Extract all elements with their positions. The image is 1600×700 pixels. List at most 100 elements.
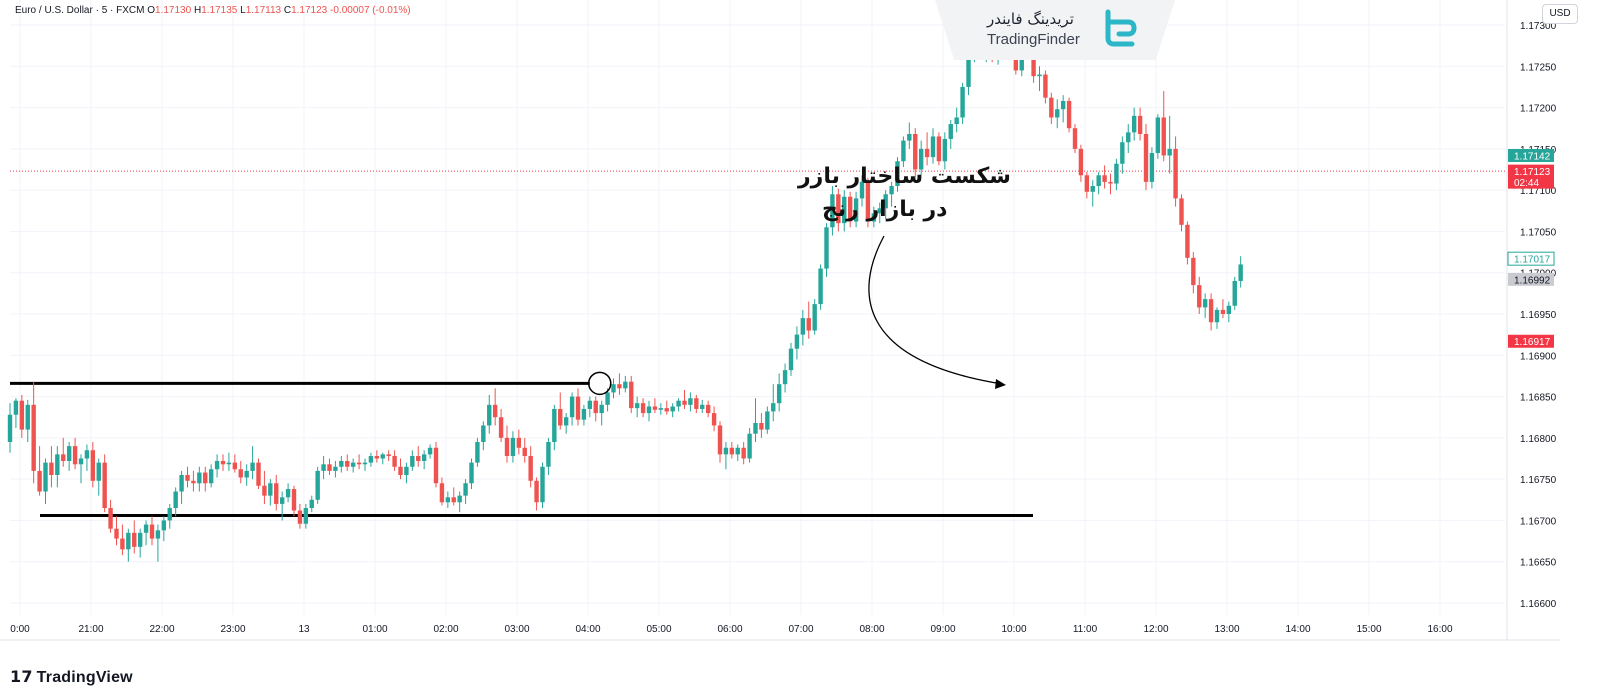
candle-7 (49, 446, 54, 488)
candle-body-133 (794, 334, 800, 349)
candle-152 (907, 122, 912, 149)
candle-body-20 (126, 532, 131, 550)
candle-36 (220, 454, 226, 471)
candle-197 (1173, 136, 1178, 207)
candle-206 (1226, 301, 1232, 323)
candle-184 (1096, 171, 1101, 195)
annotation-line2: در بازار رنج (822, 197, 948, 222)
candle-63 (380, 452, 385, 465)
candle-body-72 (433, 447, 439, 484)
candle-body-127 (759, 422, 764, 430)
candle-44 (268, 479, 273, 506)
logo-name-en: TradingFinder (987, 31, 1080, 48)
ohlc-key-2: L (237, 5, 246, 16)
price-axis: 1.173001.172501.172001.171501.171001.170… (1506, 0, 1557, 640)
candle-21 (132, 520, 137, 554)
gridlines (10, 0, 1505, 615)
candle-6 (43, 458, 48, 504)
candle-38 (232, 454, 238, 473)
candle-2 (19, 394, 25, 438)
time-tick-11: 07:00 (788, 624, 813, 635)
candle-body-38 (232, 462, 238, 470)
candle-body-143 (853, 198, 859, 222)
tradingview-logo[interactable]: 𝟭𝟳 TradingView (10, 667, 133, 687)
candle-body-200 (1191, 257, 1196, 286)
candle-body-71 (427, 447, 433, 455)
candle-body-125 (747, 433, 752, 459)
annotation-arrow (588, 235, 1006, 396)
candle-19 (120, 524, 125, 556)
candle-body-55 (333, 466, 338, 471)
candle-69 (416, 446, 421, 467)
candle-body-126 (753, 422, 758, 434)
candle-85 (510, 431, 516, 463)
candle-190 (1131, 107, 1137, 141)
candle-46 (279, 491, 285, 521)
price-tick-11: 1.16750 (1520, 475, 1557, 486)
candle-127 (759, 413, 764, 438)
candle-body-21 (132, 532, 137, 547)
candle-144 (859, 175, 865, 207)
candle-body-16 (102, 462, 107, 509)
candle-47 (285, 483, 291, 503)
candle-9 (61, 437, 66, 467)
candle-body-128 (765, 411, 770, 430)
candle-77 (463, 479, 468, 504)
candle-body-151 (901, 140, 906, 162)
candle-110 (658, 403, 664, 415)
ohlc-key-0: O (147, 5, 156, 16)
candle-187 (1114, 158, 1119, 191)
time-tick-3: 23:00 (220, 624, 245, 635)
candle-16 (102, 454, 107, 513)
price-tick-12: 1.16700 (1520, 516, 1557, 527)
candle-155 (924, 132, 930, 166)
candle-body-146 (871, 213, 877, 222)
candle-body-82 (492, 404, 498, 418)
candle-147 (877, 202, 882, 224)
price-label-text-3: 1.16992 (1514, 275, 1551, 286)
candle-195 (1161, 91, 1166, 162)
annotation-line1: شکست ساختار بازر (798, 164, 1011, 189)
candle-body-77 (463, 483, 468, 496)
candle-body-89 (534, 480, 539, 503)
candle-50 (303, 503, 309, 529)
candle-body-156 (930, 136, 936, 158)
candle-body-43 (262, 485, 267, 496)
candle-body-76 (457, 495, 462, 503)
candle-1 (13, 398, 19, 428)
candle-body-204 (1214, 309, 1220, 323)
candle-34 (208, 464, 214, 488)
candle-26 (161, 516, 167, 542)
candle-body-40 (244, 470, 249, 478)
candle-body-98 (587, 400, 593, 409)
candle-189 (1126, 124, 1131, 153)
candle-42 (256, 458, 261, 490)
candle-body-90 (540, 466, 545, 503)
candle-body-147 (877, 208, 882, 214)
candle-body-185 (1102, 175, 1107, 182)
candle-body-64 (386, 454, 391, 457)
price-label-bg-3 (1508, 272, 1554, 286)
candle-70 (421, 450, 427, 470)
currency-button[interactable]: USD (1542, 4, 1578, 24)
candle-133 (794, 326, 800, 360)
breakout-circle (588, 371, 612, 396)
candle-123 (735, 444, 740, 461)
candle-body-144 (859, 181, 865, 199)
price-tick-2: 1.17200 (1520, 104, 1557, 115)
candle-55 (333, 460, 338, 478)
candle-body-18 (114, 528, 119, 539)
candle-body-22 (137, 532, 143, 547)
candle-body-44 (268, 483, 273, 496)
candle-body-78 (469, 462, 474, 484)
candle-body-152 (907, 133, 912, 141)
candle-115 (688, 392, 693, 412)
candle-body-191 (1137, 115, 1143, 134)
candle-103 (617, 373, 622, 395)
price-tick-1: 1.17250 (1520, 62, 1557, 73)
candle-body-153 (913, 133, 918, 170)
candle-139 (830, 186, 835, 236)
candle-31 (191, 470, 196, 492)
candle-body-121 (723, 447, 729, 455)
